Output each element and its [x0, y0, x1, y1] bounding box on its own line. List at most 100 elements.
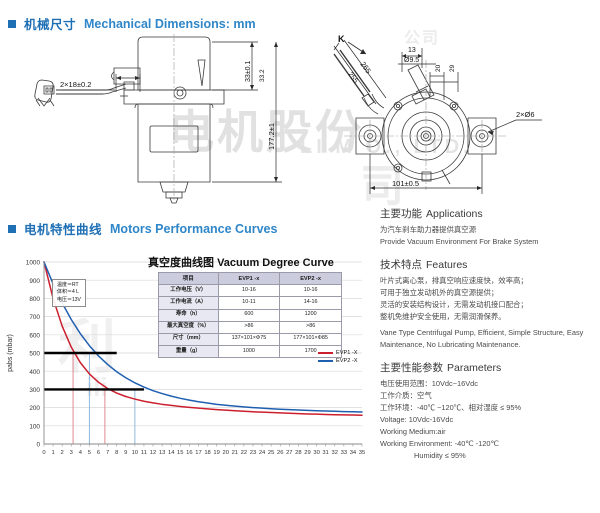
table-cell-evp1: 137×101×Φ75 [217, 332, 281, 346]
table-cell-evp1: 600 [217, 308, 281, 322]
chart-series-paths [43, 261, 363, 416]
table-cell-evp2: 1200 [279, 308, 342, 322]
parameters-line-cn-2: 工作介质：空气 [380, 390, 432, 400]
x-tick-label: 31 [322, 450, 328, 456]
y-tick-label: 100 [29, 423, 40, 430]
product-info-column: 主要功能 Applications 为汽车刹车助力器提供真空源 Provide V… [380, 206, 598, 471]
x-tick-label: 28 [295, 450, 301, 456]
mechanical-drawing-side-view: 2×18±0.2 33±0.1 33.2 177.2±1 [20, 30, 310, 205]
table-row-label: 工作电压（V） [158, 284, 219, 298]
x-tick-label: 14 [168, 450, 175, 456]
table-cell-evp1: 10-11 [217, 296, 281, 310]
dimension-label-101: 101±0.5 [392, 179, 419, 188]
annotation-line-temperature: 温度＝RT [57, 282, 79, 288]
parameters-line-cn-3: 工作环境：-40℃ ~120℃、相对湿度 ≤ 95% [380, 402, 522, 412]
dimension-label-2xdiam6: 2×Ø6 [516, 110, 535, 119]
table-row-label: 工作电流（A） [158, 296, 219, 310]
bullet-square-icon-2 [8, 224, 16, 233]
section-header-curves-cn: 电机特性曲线 [24, 223, 103, 237]
dimension-label-20: 20 [435, 64, 442, 72]
y-tick-label: 500 [29, 351, 40, 358]
x-tick-label: 23 [250, 450, 256, 456]
annotation-line-voltage: 电压＝13V [57, 296, 81, 303]
x-tick-label: 29 [304, 450, 310, 456]
chart-reference-lines [44, 351, 144, 391]
features-line-cn-3: 灵活的安装结构设计，无需发动机接口配合； [380, 299, 528, 309]
features-title-en: Features [426, 258, 468, 271]
y-tick-label: 800 [29, 296, 40, 303]
x-tick-label: 16 [186, 450, 192, 456]
x-tick-label: 0 [42, 450, 45, 456]
x-tick-label: 4 [79, 450, 83, 456]
y-tick-label: 600 [29, 332, 40, 339]
parameters-line-en-2: Working Medium:air [380, 426, 446, 436]
applications-line-en: Provide Vacuum Environment For Brake Sys… [380, 236, 539, 246]
legend-color-swatch [318, 352, 333, 354]
x-tick-label: 20 [222, 450, 228, 456]
chart-title: 真空度曲线图 Vacuum Degree Curve [148, 254, 334, 270]
x-tick-label: 1 [51, 450, 54, 456]
table-cell-evp2: 177×101×Φ85 [279, 332, 342, 346]
y-tick-label: 700 [29, 314, 40, 321]
x-tick-label: 25 [268, 450, 274, 456]
applications-title: 主要功能 Applications [380, 206, 598, 221]
x-tick-label: 33 [341, 450, 347, 456]
x-tick-label: 2 [61, 450, 64, 456]
y-tick-label: 0 [36, 442, 40, 449]
table-cell-evp2: >86 [279, 320, 342, 334]
dimension-label-13: 13 [408, 47, 416, 54]
parameters-line-en-3: Working Environment: -40℃ -120℃ [380, 438, 499, 448]
x-tick-label: 24 [259, 450, 266, 456]
series-line [43, 261, 363, 416]
x-tick-label: 18 [204, 450, 210, 456]
features-line-cn-4: 整机免维护安全使用，无需润滑保养。 [380, 311, 506, 321]
x-tick-label: 26 [277, 450, 283, 456]
section-header-curves: 电机特性曲线 Motors Performance Curves [8, 219, 277, 238]
section-header-mechanical-cn: 机械尺寸 [24, 18, 77, 32]
parameters-line-cn-1: 电压使用范围：10Vdc~16Vdc [380, 378, 478, 388]
x-tick-label: 35 [359, 450, 365, 456]
chart-axes [43, 262, 362, 445]
x-tick-label: 15 [177, 450, 183, 456]
table-col-header-item: 项目 [158, 271, 219, 286]
chart-x-tick-labels: 0 1 2 3 4 5 6 7 8 9 10 11 12 13 14 15 16 17 18 19 20 21 22 23 24… [42, 444, 365, 456]
x-tick-label: 13 [159, 450, 165, 456]
mechanical-drawing-front-view: 265 255 13 Ø9.5 20 29 2×Ø6 101±0.5 [330, 30, 598, 205]
table-row-label: 寿命（h） [158, 308, 219, 322]
features-text-en: Vane Type Centrifugal Pump, Efficient, S… [380, 327, 584, 349]
table-cell-evp1: 10-16 [217, 284, 281, 298]
dimension-label-33: 33±0.1 [245, 61, 252, 82]
chart-condition-annotation: 温度＝RT 体积＝4 L 电压＝13V [52, 279, 86, 307]
chart-legend: EVP1 -X EVP2 -X [318, 350, 357, 366]
table-cell-evp1: >86 [217, 320, 281, 334]
bullet-square-icon [8, 19, 16, 28]
x-tick-label: 12 [150, 450, 156, 456]
features-line-cn-1: 叶片式离心泵，排真空响应速度快，效率高； [380, 275, 528, 285]
parameters-title-en: Parameters [447, 361, 502, 374]
x-tick-label: 10 [132, 450, 138, 456]
x-tick-label: 21 [232, 450, 238, 456]
specification-table: 项目 EVP1 -x EVP2 -x 工作电压（V） 10-16 10-16 工作电流… [158, 271, 342, 359]
table-header-row: 项目 EVP1 -x EVP2 -x [158, 271, 342, 286]
chart-title-en: Vacuum Degree Curve [217, 257, 334, 269]
applications-block: 主要功能 Applications 为汽车刹车助力器提供真空源 Provide V… [380, 206, 598, 248]
chart-y-tick-labels: 0 100 200 300 400 500 600 700 800 900 1000 [26, 260, 41, 449]
x-tick-label: 7 [106, 450, 109, 456]
x-tick-label: 34 [350, 450, 357, 456]
series-line [43, 261, 363, 413]
features-block: 技术特点 Features 叶片式离心泵，排真空响应速度快，效率高； 可用于独立发… [380, 257, 598, 351]
dimension-label-33-2: 33.2 [259, 69, 266, 82]
table-cell-evp2: 10-16 [279, 284, 342, 298]
x-tick-label: 19 [213, 450, 219, 456]
table-cell-evp2: 14-16 [279, 296, 342, 310]
chart-y-axis-label: pabs (mbar) [7, 334, 14, 372]
dimension-label-2x18: 2×18±0.2 [60, 80, 91, 89]
features-title-cn: 技术特点 [380, 258, 422, 271]
dimension-label-diam95: Ø9.5 [404, 57, 419, 64]
x-tick-label: 8 [115, 450, 118, 456]
table-row: 工作电压（V） 10-16 10-16 [158, 284, 342, 298]
applications-title-en: Applications [426, 208, 483, 220]
section-header-mechanical-en: Mechanical Dimensions: mm [84, 16, 256, 31]
table-row: 寿命（h） 600 1200 [158, 308, 342, 322]
table-col-header-evp2: EVP2 -x [279, 271, 342, 286]
